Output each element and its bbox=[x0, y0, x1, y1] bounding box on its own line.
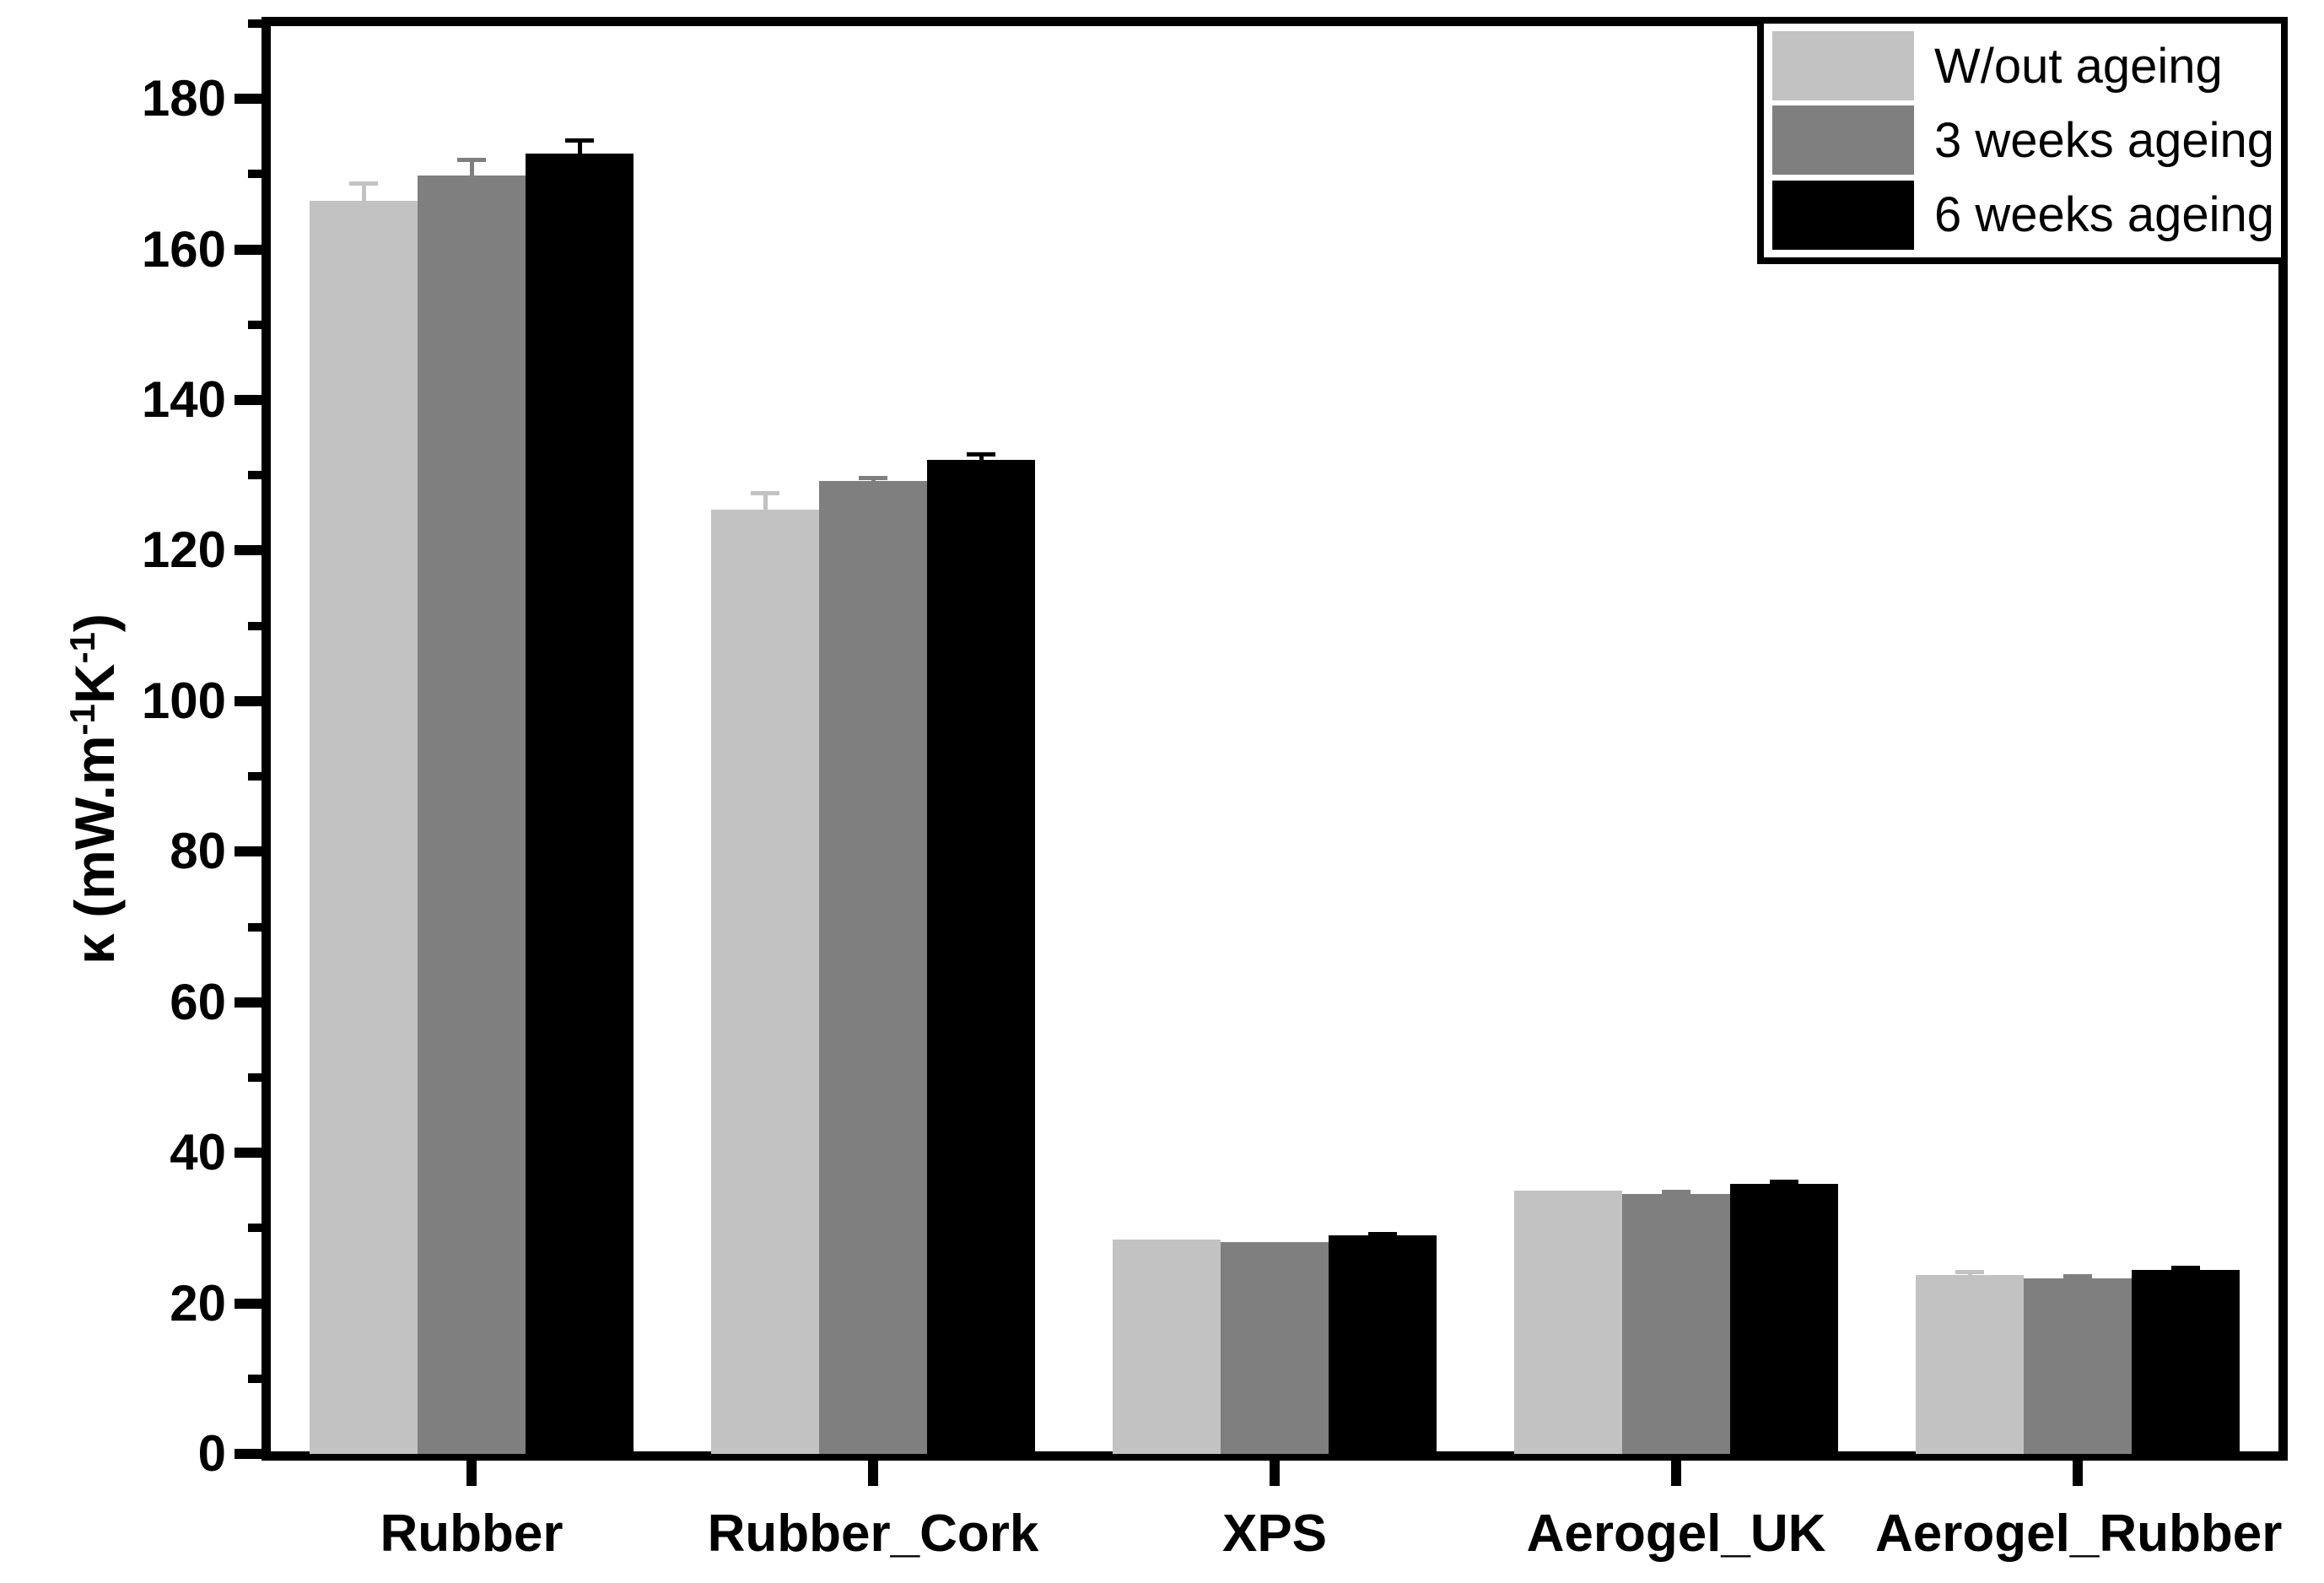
bar-rubber-cork-3-weeks-ageing bbox=[819, 480, 927, 1454]
error-bar-stem bbox=[979, 454, 984, 461]
y-major-tick bbox=[235, 545, 262, 556]
x-tick-rubber-cork bbox=[868, 1461, 878, 1486]
y-major-tick bbox=[235, 94, 262, 105]
y-axis-title: κ (mW.m-1K-1) bbox=[45, 384, 126, 1194]
error-bar-cap bbox=[1955, 1270, 1984, 1275]
y-tick-label: 40 bbox=[170, 1124, 226, 1181]
bar-rubber-cork-6-weeks-ageing bbox=[927, 460, 1035, 1454]
error-bar-cap bbox=[349, 181, 378, 186]
bar-rubber-3-weeks-ageing bbox=[418, 176, 526, 1454]
x-tick-aerogel-rubber bbox=[2073, 1461, 2083, 1486]
y-minor-tick bbox=[248, 1072, 262, 1082]
error-bar-cap bbox=[751, 490, 779, 495]
x-tick-rubber bbox=[466, 1461, 477, 1486]
y-major-tick bbox=[235, 395, 262, 406]
bar-aerogel-rubber-w-out-ageing bbox=[1916, 1274, 2024, 1454]
y-axis-title-sup: -1 bbox=[62, 632, 102, 664]
legend: W/out ageing 3 weeks ageing 6 weeks agei… bbox=[1757, 17, 2288, 264]
y-minor-tick bbox=[248, 1224, 262, 1233]
legend-label: 3 weeks ageing bbox=[1934, 112, 2275, 168]
y-tick-label: 140 bbox=[141, 371, 226, 429]
error-bar-cap bbox=[859, 475, 887, 480]
x-tick-aerogel-uk bbox=[1671, 1461, 1681, 1486]
bar-rubber-cork-w-out-ageing bbox=[711, 510, 819, 1454]
y-minor-tick bbox=[248, 19, 262, 28]
y-tick-label: 160 bbox=[141, 220, 226, 278]
y-minor-tick bbox=[248, 320, 262, 329]
y-axis-title-part: ) bbox=[63, 613, 126, 633]
error-bar-cap bbox=[2171, 1265, 2200, 1270]
plot-frame bbox=[262, 17, 2288, 1461]
y-minor-tick bbox=[248, 772, 262, 781]
y-major-tick bbox=[235, 695, 262, 706]
error-bar-stem bbox=[763, 492, 768, 511]
y-tick-label: 60 bbox=[170, 973, 226, 1030]
y-minor-tick bbox=[248, 170, 262, 179]
y-minor-tick bbox=[248, 621, 262, 630]
bar-xps-w-out-ageing bbox=[1113, 1239, 1221, 1454]
legend-label: W/out ageing bbox=[1934, 38, 2223, 94]
legend-swatch-6-weeks-ageing bbox=[1772, 180, 1914, 250]
legend-item-without-ageing: W/out ageing bbox=[1772, 30, 2281, 102]
legend-swatch-without-ageing bbox=[1772, 31, 1914, 101]
x-category-label-aerogel-uk: Aerogel_UK bbox=[1526, 1505, 1826, 1563]
y-minor-tick bbox=[248, 1374, 262, 1383]
error-bar-cap bbox=[1662, 1189, 1690, 1194]
error-bar-stem bbox=[469, 159, 474, 176]
y-major-tick bbox=[235, 997, 262, 1008]
error-bar-cap bbox=[1368, 1231, 1397, 1236]
error-bar-cap bbox=[1770, 1180, 1798, 1185]
bar-aerogel-uk-6-weeks-ageing bbox=[1730, 1183, 1838, 1454]
error-bar-cap bbox=[457, 158, 486, 163]
y-tick-label: 180 bbox=[141, 70, 226, 127]
y-minor-tick bbox=[248, 471, 262, 480]
error-bar-cap bbox=[967, 452, 995, 457]
x-category-label-xps: XPS bbox=[1221, 1505, 1328, 1563]
error-bar-cap bbox=[565, 138, 594, 143]
error-bar-cap bbox=[2063, 1273, 2092, 1278]
bar-aerogel-uk-w-out-ageing bbox=[1514, 1190, 1622, 1454]
bar-aerogel-rubber-3-weeks-ageing bbox=[2024, 1278, 2132, 1454]
x-category-label-rubber-cork: Rubber_Cork bbox=[707, 1505, 1039, 1563]
y-major-tick bbox=[235, 1449, 262, 1459]
y-major-tick bbox=[235, 1148, 262, 1159]
legend-swatch-3-weeks-ageing bbox=[1772, 105, 1914, 176]
bar-rubber-6-weeks-ageing bbox=[526, 154, 634, 1454]
bar-aerogel-rubber-6-weeks-ageing bbox=[2132, 1270, 2240, 1454]
y-major-tick bbox=[235, 1298, 262, 1309]
bar-aerogel-uk-3-weeks-ageing bbox=[1622, 1194, 1730, 1454]
y-major-tick bbox=[235, 846, 262, 857]
y-tick-label: 80 bbox=[170, 823, 226, 880]
y-tick-label: 20 bbox=[170, 1274, 226, 1332]
y-minor-tick bbox=[248, 922, 262, 932]
y-major-tick bbox=[235, 244, 262, 255]
bar-rubber-w-out-ageing bbox=[310, 200, 418, 1454]
bar-xps-6-weeks-ageing bbox=[1329, 1235, 1437, 1454]
x-category-label-aerogel-rubber: Aerogel_Rubber bbox=[1875, 1505, 2283, 1563]
error-bar-stem bbox=[361, 183, 366, 201]
legend-item-6-weeks-ageing: 6 weeks ageing bbox=[1772, 179, 2281, 251]
error-bar-stem bbox=[577, 140, 582, 154]
legend-item-3-weeks-ageing: 3 weeks ageing bbox=[1772, 104, 2281, 176]
legend-label: 6 weeks ageing bbox=[1934, 187, 2275, 243]
y-tick-label: 100 bbox=[141, 672, 226, 729]
x-tick-xps bbox=[1270, 1461, 1280, 1486]
x-category-label-rubber: Rubber bbox=[380, 1505, 563, 1563]
y-tick-label: 0 bbox=[197, 1425, 226, 1482]
y-tick-label: 120 bbox=[141, 521, 226, 579]
bar-xps-3-weeks-ageing bbox=[1221, 1242, 1329, 1454]
